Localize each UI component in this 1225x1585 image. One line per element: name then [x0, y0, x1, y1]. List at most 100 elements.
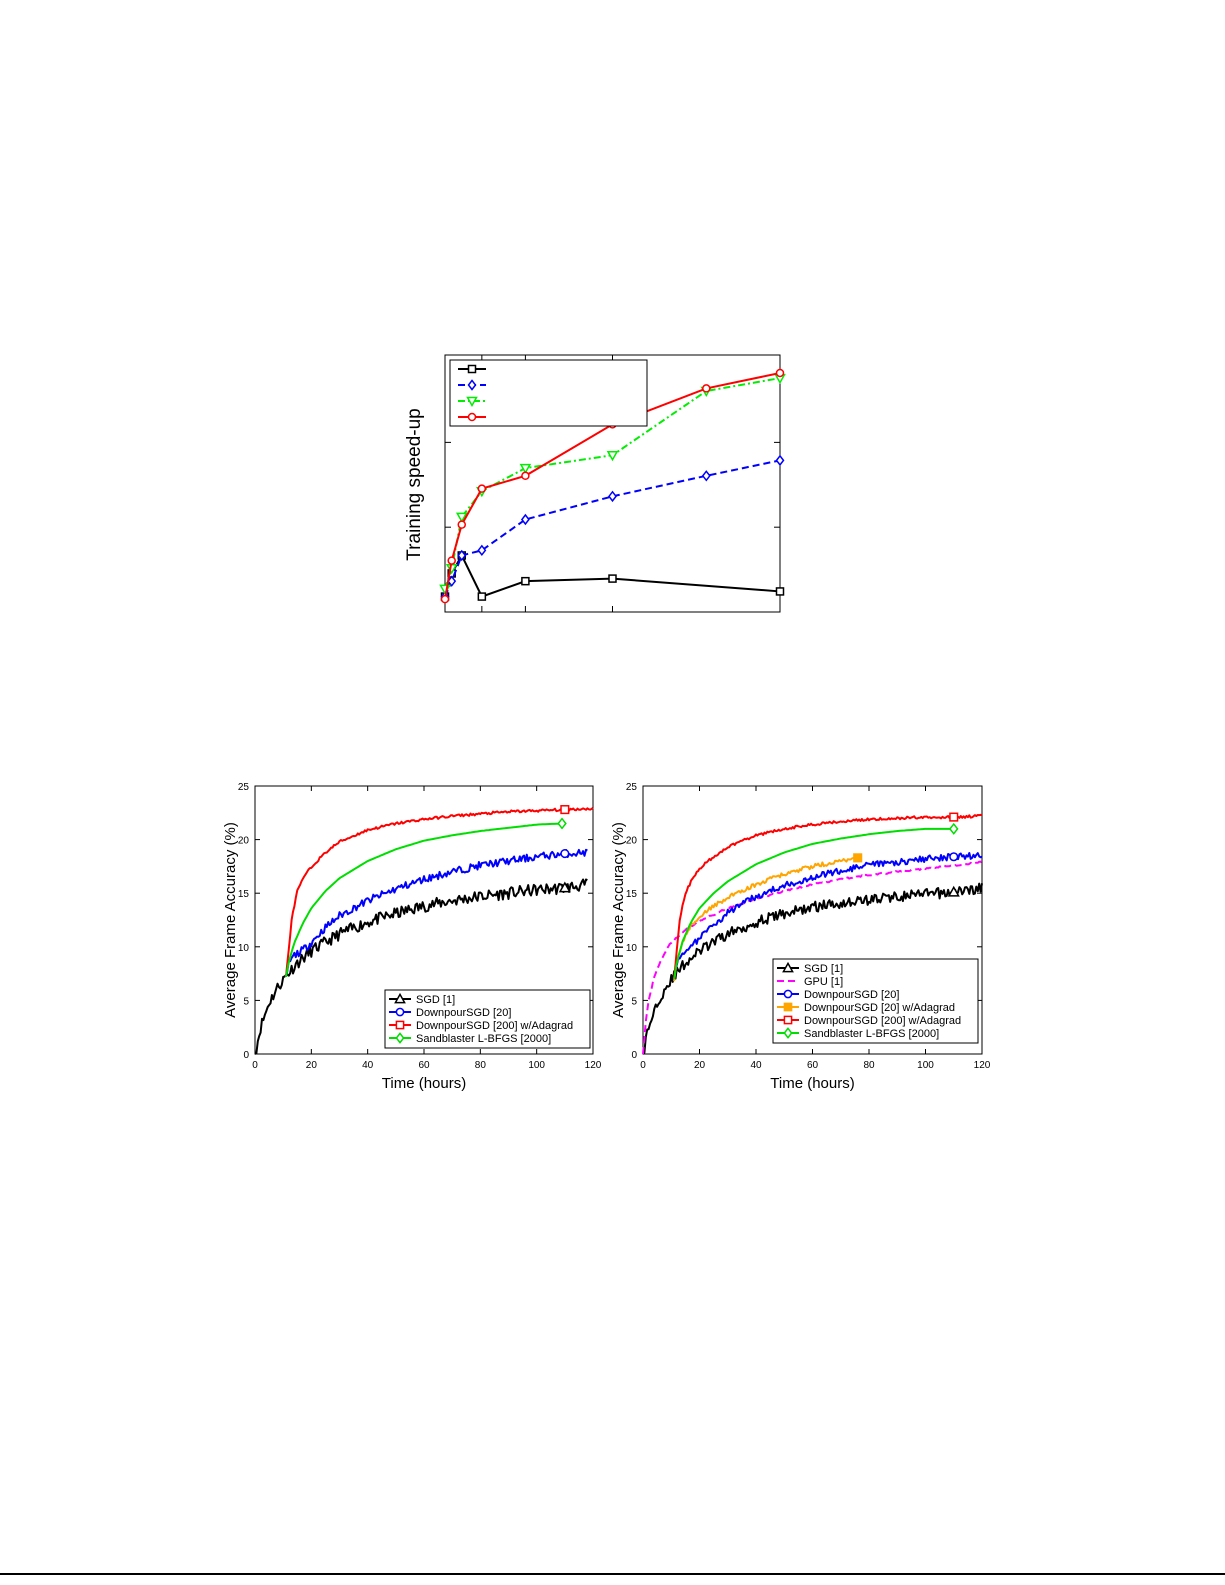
data-point — [702, 384, 711, 393]
legend-box — [384, 989, 591, 1049]
legend-label: GPU [1] — [804, 976, 843, 988]
legend-marker — [783, 1002, 793, 1012]
y-tick-label: 5 — [243, 996, 249, 1007]
series-0 — [440, 551, 785, 601]
data-point — [440, 594, 450, 604]
data-point — [447, 556, 456, 565]
plot-frame — [642, 785, 983, 1055]
legend-label: DownpourSGD [20] w/Adagrad — [804, 1002, 955, 1014]
series-line — [642, 882, 983, 1055]
series-end-marker — [853, 853, 863, 863]
legend-marker — [783, 1027, 793, 1039]
series-line — [285, 848, 588, 978]
x-tick-label: 100 — [917, 1060, 934, 1071]
x-tick-label: 80 — [475, 1060, 487, 1071]
x-tick-label: 20 — [694, 1060, 706, 1071]
data-point — [606, 450, 619, 462]
data-point — [521, 471, 530, 481]
legend-label: SGD [1] — [804, 963, 843, 975]
data-point — [477, 592, 487, 601]
series-line — [444, 372, 781, 600]
y-tick-label: 15 — [626, 889, 638, 900]
series-line — [673, 852, 983, 980]
legend-label: SGD [1] — [416, 994, 455, 1006]
series-line — [673, 827, 953, 980]
y-tick-label: 25 — [626, 782, 638, 793]
series-line — [285, 806, 594, 977]
x-tick-label: 0 — [252, 1060, 258, 1071]
x-tick-label: 120 — [974, 1060, 991, 1071]
legend-marker — [783, 989, 793, 999]
legend-label: DownpourSGD [20] — [416, 1007, 511, 1019]
y-axis-label: Average Frame Accuracy (%) — [610, 822, 627, 1018]
series-0 — [254, 878, 588, 1055]
series-1 — [440, 454, 785, 603]
data-point — [608, 490, 617, 503]
series-1 — [285, 848, 588, 978]
legend-marker — [395, 1032, 405, 1044]
x-tick-label: 60 — [418, 1060, 430, 1071]
data-point — [477, 484, 487, 493]
x-tick-label: 40 — [362, 1060, 374, 1071]
legend: SGD [1]GPU [1]DownpourSGD [20]DownpourSG… — [772, 958, 979, 1044]
series-0 — [642, 882, 983, 1055]
y-tick-label: 15 — [238, 889, 250, 900]
legend-label: DownpourSGD [200] w/Adagrad — [416, 1020, 573, 1032]
legend-marker — [467, 412, 477, 422]
data-point — [520, 513, 530, 526]
legend-label: Sandblaster L-BFGS [2000] — [804, 1028, 939, 1040]
x-tick-label: 40 — [750, 1060, 762, 1071]
series-2 — [285, 805, 594, 977]
series-end-marker — [560, 805, 570, 815]
legend-label: DownpourSGD [200] w/Adagrad — [804, 1015, 961, 1027]
legend-box — [772, 958, 979, 1044]
data-point — [775, 454, 785, 467]
series-line — [285, 822, 561, 977]
data-point — [775, 587, 785, 596]
page-rule — [0, 1573, 1225, 1575]
y-tick-label: 10 — [238, 943, 250, 954]
series-end-marker — [949, 812, 959, 822]
series-end-marker — [949, 852, 959, 862]
series-end-marker — [557, 817, 567, 830]
legend-marker — [782, 961, 794, 973]
data-point — [457, 520, 466, 529]
x-axis-label: Time (hours) — [382, 1075, 466, 1092]
y-tick-label: 10 — [626, 943, 638, 954]
series-line — [673, 855, 859, 982]
series-3 — [673, 853, 863, 982]
y-tick-label: 25 — [238, 782, 250, 793]
legend-marker — [394, 992, 406, 1004]
x-tick-label: 120 — [585, 1060, 602, 1071]
legend-marker — [783, 1015, 793, 1025]
data-point — [519, 463, 532, 475]
y-tick-label: 20 — [626, 836, 638, 847]
data-point — [457, 549, 467, 562]
series-3 — [285, 817, 567, 977]
series-end-marker — [948, 822, 959, 835]
legend-label: DownpourSGD [20] — [804, 989, 899, 1001]
legend-label: Sandblaster L-BFGS [2000] — [416, 1033, 551, 1045]
series-1 — [642, 860, 983, 1055]
x-axis-label: Time (hours) — [770, 1075, 854, 1092]
y-tick-label: 0 — [243, 1050, 249, 1061]
y-tick-label: 0 — [631, 1050, 637, 1061]
series-4 — [673, 812, 983, 980]
x-tick-label: 20 — [306, 1060, 318, 1071]
speedup-chart: Training speed-up — [404, 354, 786, 613]
legend: SGD [1]DownpourSGD [20]DownpourSGD [200]… — [384, 989, 591, 1049]
y-axis-label: Training speed-up — [404, 408, 425, 560]
data-point — [775, 368, 785, 378]
data-point — [477, 544, 487, 557]
series-line — [254, 878, 588, 1055]
legend-marker — [395, 1020, 405, 1030]
x-tick-label: 60 — [807, 1060, 819, 1071]
legend-marker — [467, 364, 477, 374]
series-line — [444, 459, 781, 597]
series-line — [673, 813, 983, 980]
data-point — [521, 576, 530, 586]
series-line — [642, 860, 983, 1055]
y-axis-label: Average Frame Accuracy (%) — [222, 822, 239, 1018]
x-tick-label: 0 — [640, 1060, 646, 1071]
series-end-marker — [560, 848, 570, 859]
